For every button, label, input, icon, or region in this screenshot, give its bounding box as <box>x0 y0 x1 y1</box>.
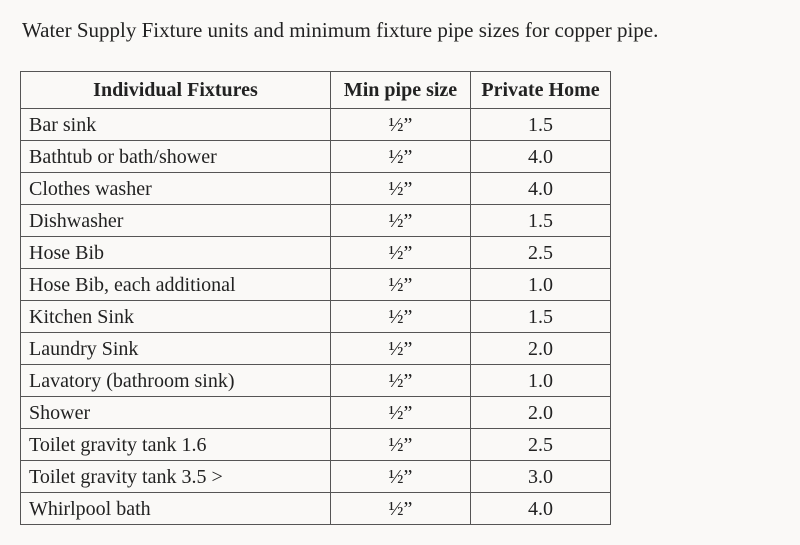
cell-fixture: Bar sink <box>21 109 331 141</box>
cell-min-pipe-size: ½” <box>331 333 471 365</box>
cell-min-pipe-size: ½” <box>331 397 471 429</box>
table-row: Bar sink½”1.5 <box>21 109 611 141</box>
col-header-fixtures: Individual Fixtures <box>21 72 331 109</box>
table-row: Kitchen Sink½”1.5 <box>21 301 611 333</box>
cell-fixture: Kitchen Sink <box>21 301 331 333</box>
cell-min-pipe-size: ½” <box>331 173 471 205</box>
cell-fixture: Clothes washer <box>21 173 331 205</box>
table-row: Toilet gravity tank 3.5 >½”3.0 <box>21 461 611 493</box>
cell-private-home: 1.5 <box>471 205 611 237</box>
table-row: Toilet gravity tank 1.6½”2.5 <box>21 429 611 461</box>
cell-private-home: 3.0 <box>471 461 611 493</box>
cell-private-home: 2.5 <box>471 237 611 269</box>
cell-min-pipe-size: ½” <box>331 429 471 461</box>
cell-min-pipe-size: ½” <box>331 269 471 301</box>
cell-private-home: 1.0 <box>471 269 611 301</box>
cell-min-pipe-size: ½” <box>331 141 471 173</box>
cell-fixture: Shower <box>21 397 331 429</box>
cell-min-pipe-size: ½” <box>331 109 471 141</box>
table-row: Hose Bib½”2.5 <box>21 237 611 269</box>
cell-fixture: Laundry Sink <box>21 333 331 365</box>
cell-fixture: Hose Bib, each additional <box>21 269 331 301</box>
col-header-private-home: Private Home <box>471 72 611 109</box>
table-row: Shower½”2.0 <box>21 397 611 429</box>
cell-private-home: 1.5 <box>471 109 611 141</box>
page-title: Water Supply Fixture units and minimum f… <box>22 18 780 43</box>
document-page: Water Supply Fixture units and minimum f… <box>0 0 800 545</box>
cell-fixture: Toilet gravity tank 3.5 > <box>21 461 331 493</box>
cell-private-home: 2.5 <box>471 429 611 461</box>
cell-fixture: Lavatory (bathroom sink) <box>21 365 331 397</box>
cell-private-home: 2.0 <box>471 397 611 429</box>
cell-min-pipe-size: ½” <box>331 237 471 269</box>
cell-min-pipe-size: ½” <box>331 365 471 397</box>
cell-min-pipe-size: ½” <box>331 205 471 237</box>
table-row: Hose Bib, each additional½”1.0 <box>21 269 611 301</box>
col-header-min-pipe-size: Min pipe size <box>331 72 471 109</box>
cell-private-home: 4.0 <box>471 493 611 525</box>
cell-fixture: Toilet gravity tank 1.6 <box>21 429 331 461</box>
cell-private-home: 1.5 <box>471 301 611 333</box>
cell-fixture: Dishwasher <box>21 205 331 237</box>
cell-private-home: 4.0 <box>471 173 611 205</box>
cell-private-home: 2.0 <box>471 333 611 365</box>
fixtures-table-body: Bar sink½”1.5Bathtub or bath/shower½”4.0… <box>21 109 611 525</box>
cell-fixture: Whirlpool bath <box>21 493 331 525</box>
cell-min-pipe-size: ½” <box>331 493 471 525</box>
table-row: Lavatory (bathroom sink)½”1.0 <box>21 365 611 397</box>
cell-min-pipe-size: ½” <box>331 461 471 493</box>
table-row: Dishwasher½”1.5 <box>21 205 611 237</box>
table-row: Clothes washer½”4.0 <box>21 173 611 205</box>
fixtures-table: Individual Fixtures Min pipe size Privat… <box>20 71 611 525</box>
cell-fixture: Bathtub or bath/shower <box>21 141 331 173</box>
table-row: Whirlpool bath½”4.0 <box>21 493 611 525</box>
table-header-row: Individual Fixtures Min pipe size Privat… <box>21 72 611 109</box>
cell-private-home: 1.0 <box>471 365 611 397</box>
cell-min-pipe-size: ½” <box>331 301 471 333</box>
cell-private-home: 4.0 <box>471 141 611 173</box>
table-row: Bathtub or bath/shower½”4.0 <box>21 141 611 173</box>
cell-fixture: Hose Bib <box>21 237 331 269</box>
table-row: Laundry Sink½”2.0 <box>21 333 611 365</box>
